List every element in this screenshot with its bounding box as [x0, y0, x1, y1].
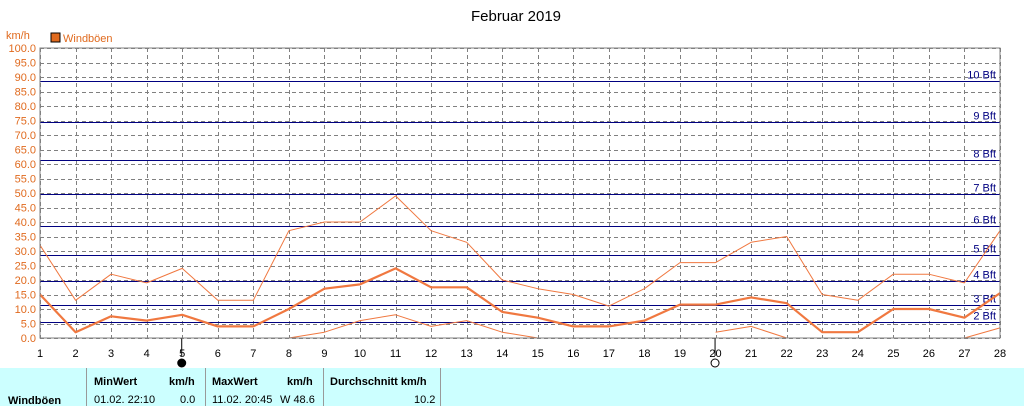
y-tick-label: 20.0 [15, 275, 36, 287]
x-tick-label: 7 [250, 348, 256, 360]
series-line-min [964, 327, 1001, 339]
max-unit: km/h [287, 376, 313, 388]
x-tick-label: 4 [144, 348, 150, 360]
x-tick-label: 25 [887, 348, 899, 360]
y-axis-unit: km/h [6, 30, 30, 42]
y-tick-label: 25.0 [15, 261, 36, 273]
x-tick-label: 26 [923, 348, 935, 360]
y-tick-label: 5.0 [21, 319, 36, 331]
x-tick-label: 24 [852, 348, 864, 360]
beaufort-label: 5 Bft [973, 244, 996, 256]
y-tick-label: 65.0 [15, 145, 36, 157]
legend-swatch [50, 32, 61, 43]
summary-row-label: Windböen [8, 395, 62, 407]
y-tick-label: 80.0 [15, 101, 36, 113]
y-tick-label: 10.0 [15, 304, 36, 316]
y-tick-label: 45.0 [15, 203, 36, 215]
legend-label: Windböen [63, 33, 113, 45]
series-line-min [715, 325, 787, 339]
y-tick-labels: 0.0 5.0 10.0 15.0 20.0 25.0 30.0 35.0 40.0 45.0 50… [8, 43, 36, 345]
min-time: 01.02. 22:10 [94, 394, 156, 406]
x-tick-label: 23 [816, 348, 828, 360]
summary-divider [323, 368, 324, 406]
min-unit: km/h [169, 376, 195, 388]
x-tick-label: 12 [425, 348, 437, 360]
beaufort-label: 4 Bft [973, 270, 996, 282]
min-value: 0.0 [180, 394, 196, 406]
max-header: MaxWert [212, 376, 258, 388]
new-moon-icon [177, 358, 187, 368]
x-tick-label: 18 [638, 348, 650, 360]
y-tick-label: 60.0 [15, 159, 36, 171]
y-tick-label: 35.0 [15, 232, 36, 244]
y-tick-label: 15.0 [15, 290, 36, 302]
x-tick-label: 10 [354, 348, 366, 360]
y-tick-label: 0.0 [21, 333, 36, 345]
series-line-min [288, 314, 538, 339]
x-tick-label: 9 [321, 348, 327, 360]
x-tick-label: 11 [390, 348, 401, 360]
summary-divider [86, 368, 87, 406]
beaufort-label: 2 Bft [973, 311, 996, 323]
x-tick-label: 27 [958, 348, 970, 360]
series-line-max [39, 195, 1001, 307]
beaufort-label: 3 Bft [973, 294, 996, 306]
beaufort-label: 10 Bft [967, 70, 996, 82]
beaufort-label: 9 Bft [973, 111, 996, 123]
x-tick-label: 21 [745, 348, 757, 360]
x-tick-label: 8 [286, 348, 292, 360]
y-tick-label: 90.0 [15, 72, 36, 84]
plot-frame [39, 47, 1001, 339]
x-tick-label: 22 [781, 348, 793, 360]
y-tick-label: 85.0 [15, 87, 36, 99]
chart-svg: Februar 2019 km/h Windböen 2 Bft 3 Bft 4 B… [6, 8, 1006, 368]
y-tick-label: 95.0 [15, 58, 36, 70]
y-tick-label: 70.0 [15, 130, 36, 142]
avg-value: 10.2 [414, 394, 436, 406]
summary-table: Windböen MinWert km/h 01.02. 22:10 0.0 M… [0, 368, 1024, 407]
x-tick-label: 6 [215, 348, 221, 360]
x-tick-label: 1 [37, 348, 43, 360]
x-tick-label: 16 [567, 348, 579, 360]
y-tick-label: 30.0 [15, 246, 36, 258]
beaufort-lines: 2 Bft 3 Bft 4 Bft 5 Bft 6 Bft 7 Bft 8 Bft 9 Bft… [40, 70, 1000, 323]
beaufort-label: 6 Bft [973, 215, 996, 227]
y-tick-label: 40.0 [15, 217, 36, 229]
series-line-average [39, 267, 1001, 334]
y-tick-label: 100.0 [8, 43, 36, 55]
max-time: 11.02. 20:45 [212, 394, 273, 406]
avg-header: Durchschnitt km/h [330, 376, 427, 388]
x-tick-label: 28 [994, 348, 1006, 360]
x-tick-label: 3 [108, 348, 114, 360]
moon-phases [177, 338, 720, 368]
max-value: W 48.6 [280, 394, 315, 406]
summary-divider [440, 368, 441, 406]
x-tick-label: 19 [674, 348, 686, 360]
y-tick-label: 55.0 [15, 174, 36, 186]
x-tick-label: 2 [72, 348, 78, 360]
y-tick-label: 50.0 [15, 188, 36, 200]
grid [40, 48, 1001, 339]
summary-divider [205, 368, 206, 406]
min-header: MinWert [94, 376, 138, 388]
x-tick-label: 13 [461, 348, 473, 360]
full-moon-icon [710, 358, 720, 368]
beaufort-label: 8 Bft [973, 149, 996, 161]
chart-title: Februar 2019 [471, 8, 561, 25]
y-tick-label: 75.0 [15, 116, 36, 128]
beaufort-label: 7 Bft [973, 183, 996, 195]
x-tick-labels: 1234567891011121314151617181920212223242… [37, 348, 1006, 360]
x-tick-label: 17 [603, 348, 615, 360]
x-tick-label: 15 [532, 348, 544, 360]
series-group [39, 195, 1001, 339]
x-tick-label: 14 [496, 348, 508, 360]
